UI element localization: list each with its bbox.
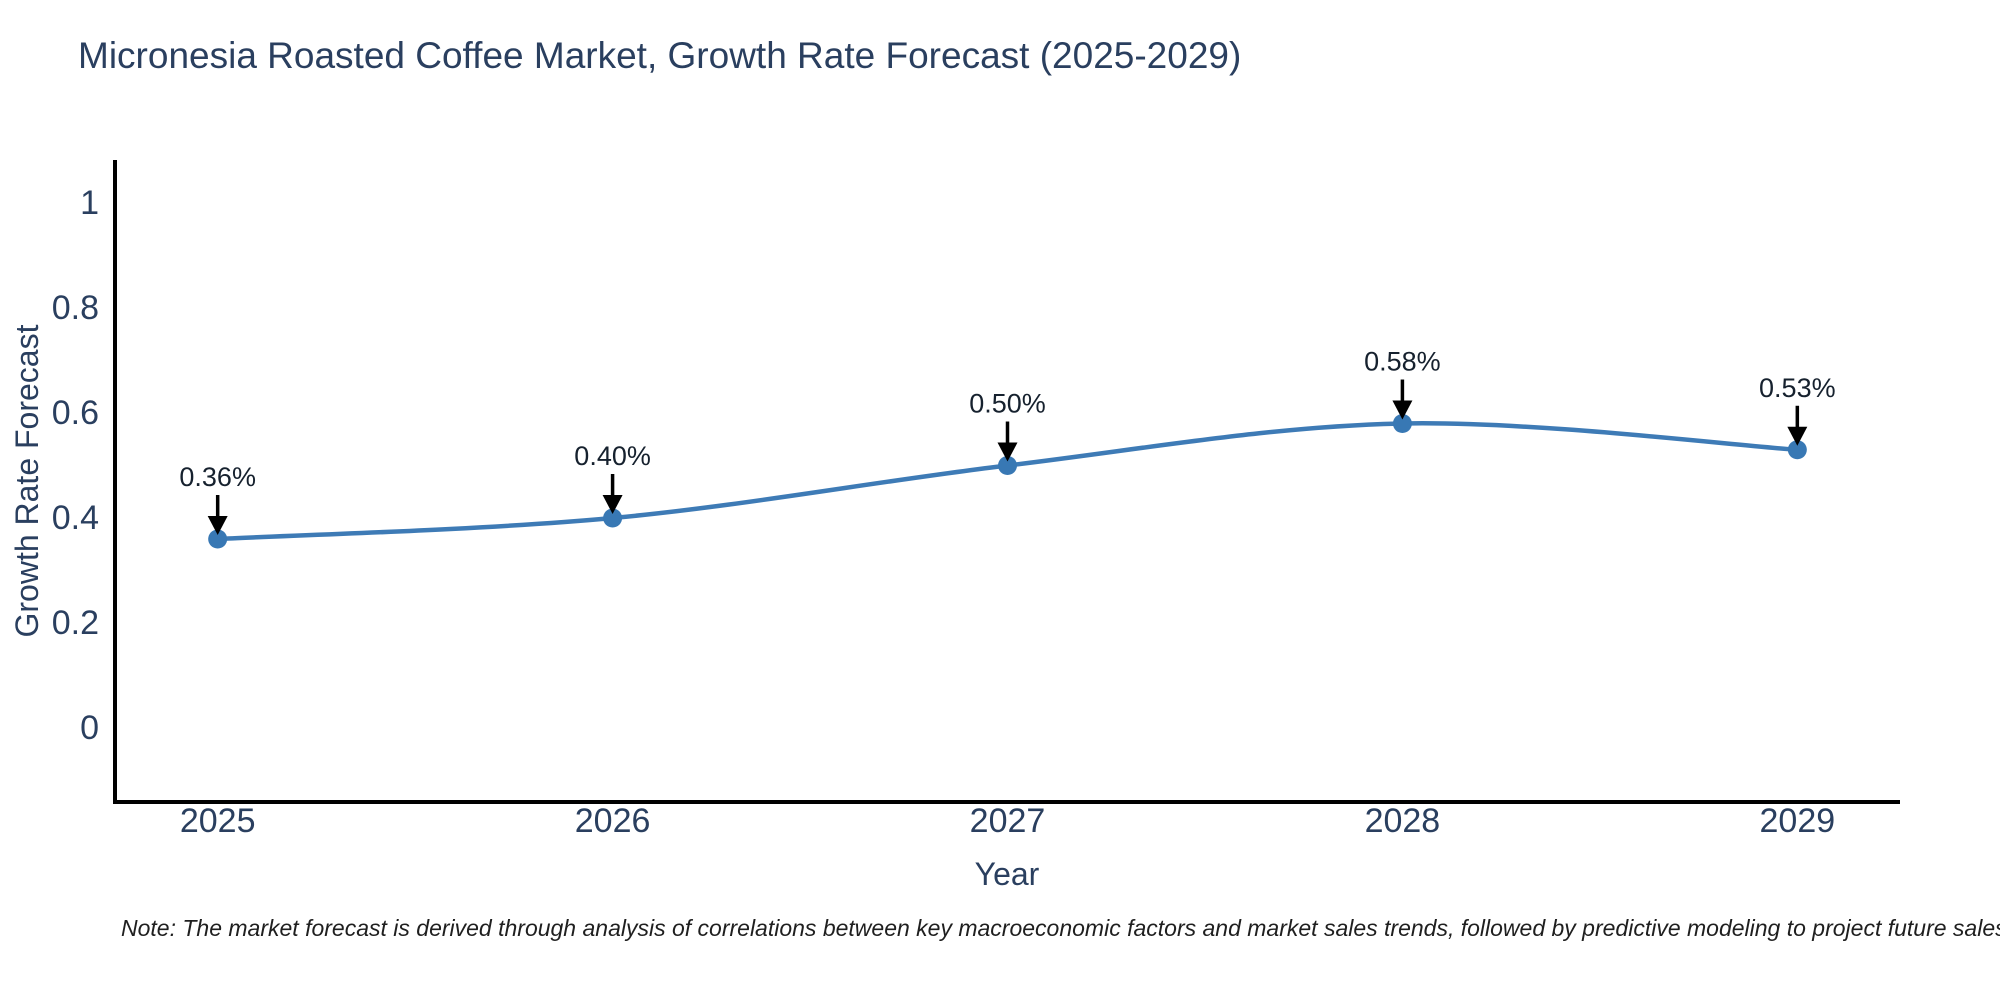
y-tick-label: 0.4 [52, 499, 99, 537]
x-tick-label: 2025 [180, 802, 256, 840]
y-axis-title: Growth Rate Forecast [9, 324, 45, 637]
annotation-arrow-icon [1392, 400, 1413, 420]
y-tick-label: 1 [80, 184, 99, 222]
y-tick-label: 0 [80, 709, 99, 747]
x-axis-title: Year [975, 856, 1040, 892]
point-annotation: 0.40% [574, 441, 651, 515]
data-point-markers [208, 414, 1807, 549]
chart-title: Micronesia Roasted Coffee Market, Growth… [78, 35, 1242, 76]
x-tick-label: 2029 [1760, 802, 1836, 840]
point-annotation: 0.58% [1364, 347, 1441, 420]
point-value-label: 0.58% [1364, 347, 1441, 377]
point-annotation: 0.50% [969, 389, 1046, 462]
annotation-arrow-icon [602, 495, 623, 515]
x-tick-label: 2026 [575, 802, 651, 840]
x-tick-label: 2028 [1365, 802, 1441, 840]
point-annotation: 0.53% [1759, 373, 1836, 446]
annotation-arrow-icon [207, 516, 228, 536]
x-axis-ticks: 2025 2026 2027 2028 2029 [180, 802, 1835, 840]
y-axis-ticks: 0 0.2 0.4 0.6 0.8 1 [52, 184, 99, 747]
y-tick-label: 0.6 [52, 394, 99, 432]
point-value-label: 0.53% [1759, 373, 1836, 403]
y-tick-label: 0.2 [52, 604, 99, 642]
data-point-marker [998, 456, 1017, 476]
annotation-arrow-icon [997, 442, 1018, 462]
y-tick-label: 0.8 [52, 289, 99, 327]
data-point-marker [603, 508, 623, 528]
point-annotation: 0.36% [179, 462, 256, 536]
data-point-marker [1392, 414, 1412, 434]
point-value-label: 0.36% [179, 462, 256, 492]
point-annotations: 0.36% 0.40% 0.50% 0.58% 0.53% [179, 347, 1836, 536]
annotation-arrow-icon [1787, 426, 1808, 446]
x-tick-label: 2027 [970, 802, 1046, 840]
data-point-marker [1787, 440, 1807, 460]
point-value-label: 0.40% [574, 441, 651, 471]
data-point-marker [208, 529, 228, 549]
footnote-text: Note: The market forecast is derived thr… [121, 915, 2000, 941]
point-value-label: 0.50% [969, 389, 1046, 419]
